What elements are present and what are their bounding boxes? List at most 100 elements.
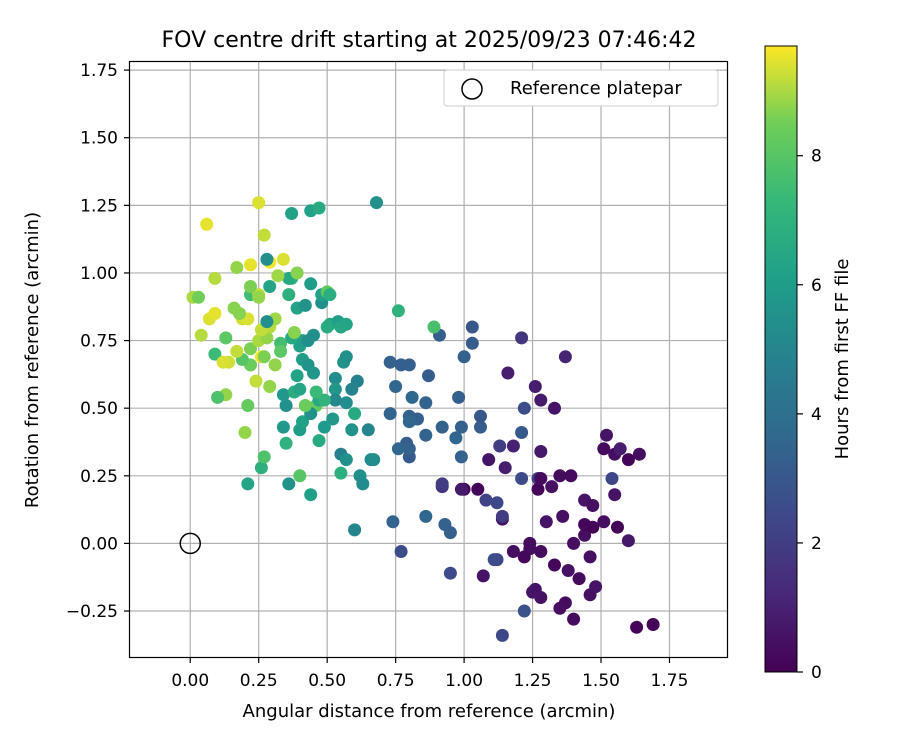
scatter-point (526, 585, 540, 599)
scatter-point (454, 420, 468, 434)
scatter-point (586, 499, 600, 512)
scatter-point (249, 374, 263, 388)
scatter-point (271, 269, 285, 283)
scatter-point (528, 380, 542, 393)
colorbar: 0 2 4 6 8 Hours from first FF file (764, 45, 853, 683)
scatter-point (328, 371, 342, 385)
scatter-point (200, 217, 214, 231)
scatter-point (561, 564, 575, 577)
scatter-point (495, 628, 509, 642)
scatter-point (476, 569, 490, 583)
scatter-points (186, 196, 660, 642)
y-tick-label: 0.00 (80, 534, 118, 554)
scatter-point (386, 515, 400, 529)
scatter-point (274, 344, 288, 358)
scatter-point (465, 320, 479, 334)
scatter-point (290, 266, 304, 280)
scatter-point (348, 407, 362, 421)
scatter-point (208, 271, 222, 285)
scatter-point (298, 298, 312, 312)
scatter-point (517, 550, 531, 564)
scatter-point (586, 520, 600, 534)
y-tick-label: 1.25 (80, 196, 118, 216)
scatter-point (208, 347, 222, 361)
scatter-point (600, 428, 613, 442)
scatter-point (515, 331, 529, 345)
scatter-point (326, 412, 340, 426)
y-tick-label: 1.75 (80, 61, 118, 81)
scatter-point (339, 396, 353, 410)
y-tick-label: 0.25 (80, 467, 118, 487)
y-axis-label: Rotation from reference (arcmin) (22, 212, 43, 508)
scatter-point (307, 366, 320, 380)
scatter-point (613, 442, 627, 456)
scatter-point (389, 380, 403, 393)
scatter-point (572, 572, 586, 586)
scatter-point (474, 420, 487, 434)
scatter-point (506, 545, 520, 558)
y-tick-label: −0.25 (66, 602, 118, 622)
scatter-point (427, 320, 441, 334)
x-tick-label: 0.75 (377, 671, 415, 691)
scatter-point (517, 401, 531, 415)
scatter-point (422, 369, 435, 383)
scatter-point (317, 420, 331, 434)
scatter-point (646, 618, 660, 631)
x-axis-label: Angular distance from reference (arcmin) (243, 701, 616, 722)
scatter-point (471, 482, 485, 496)
scatter-point (589, 580, 603, 594)
scatter-point (608, 488, 622, 502)
scatter-point (367, 453, 381, 467)
scatter-point (556, 509, 570, 523)
x-tick-label: 1.00 (445, 671, 483, 691)
scatter-point (630, 620, 644, 634)
scatter-point (419, 428, 433, 442)
colorbar-label: Hours from first FF file (832, 259, 853, 460)
scatter-point (339, 317, 353, 331)
scatter-point (479, 493, 493, 507)
colorbar-tick-label: 4 (811, 405, 822, 425)
scatter-point (515, 472, 529, 485)
scatter-point (328, 382, 342, 396)
colorbar-ticks: 0 2 4 6 8 (797, 147, 822, 683)
scatter-point (454, 482, 468, 496)
scatter-point (263, 380, 277, 393)
scatter-point (309, 385, 323, 399)
scatter-point (230, 344, 244, 358)
scatter-point (454, 450, 468, 464)
scatter-point (402, 442, 416, 456)
scatter-point (293, 382, 307, 396)
scatter-point (296, 415, 309, 429)
scatter-point (361, 423, 375, 437)
scatter-point (252, 196, 266, 210)
scatter-point (419, 509, 433, 523)
x-tick-label: 1.75 (651, 671, 689, 691)
scatter-point (323, 288, 337, 302)
scatter-point (495, 509, 509, 523)
scatter-point (493, 439, 507, 453)
scatter-point (534, 393, 548, 407)
scatter-point (216, 355, 230, 369)
scatter-point (597, 515, 611, 529)
scatter-point (383, 407, 397, 421)
scatter-point (276, 388, 290, 402)
y-tick-label: 0.50 (80, 399, 118, 419)
scatter-point (268, 358, 282, 372)
scatter-point (498, 461, 512, 475)
scatter-point (621, 534, 635, 548)
scatter-point (350, 374, 364, 388)
scatter-point (515, 426, 529, 439)
scatter-point (452, 390, 466, 404)
scatter-point (558, 350, 572, 364)
scatter-point (208, 307, 222, 320)
scatter-point (244, 258, 257, 272)
scatter-point (506, 439, 520, 453)
scatter-point (611, 520, 624, 534)
scatter-point (312, 434, 326, 448)
scatter-point (244, 280, 257, 293)
scatter-point (282, 288, 296, 302)
scatter-point (290, 369, 304, 383)
scatter-point (257, 228, 271, 242)
colorbar-tick-label: 8 (811, 147, 822, 167)
